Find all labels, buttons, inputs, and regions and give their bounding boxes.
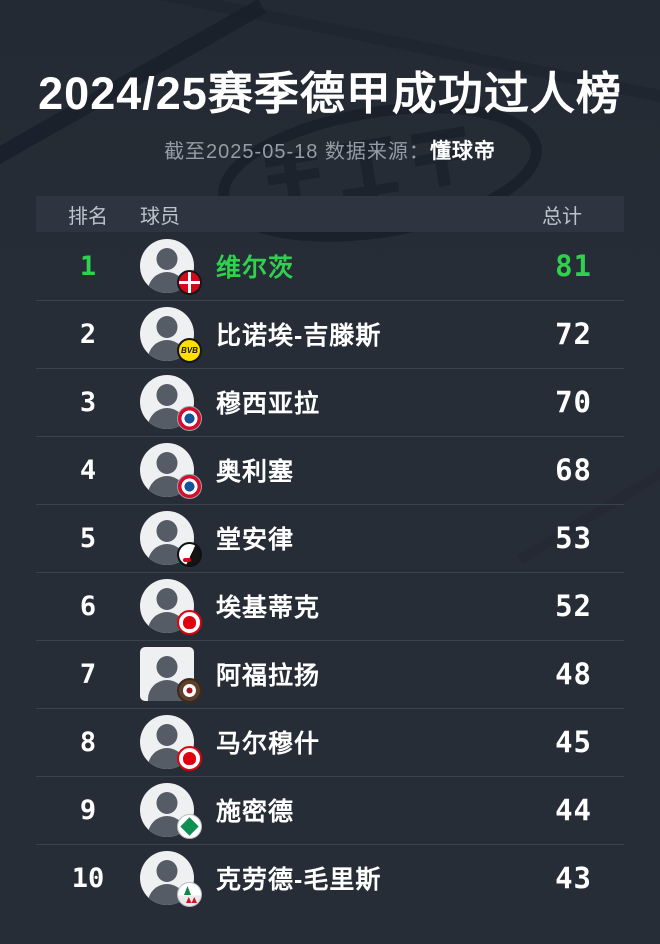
player-avatar — [140, 647, 202, 703]
total-cell: 68 — [555, 453, 592, 487]
player-name: 克劳德-毛里斯 — [216, 866, 382, 894]
rank-cell: 7 — [79, 658, 97, 690]
total-cell: 53 — [555, 521, 592, 555]
subtitle-source-name: 懂球帝 — [429, 140, 496, 163]
column-header-player: 球员 — [140, 205, 180, 228]
table-row: 1 维尔茨 81 — [36, 232, 624, 300]
player-avatar — [140, 783, 202, 839]
player-name: 施密德 — [216, 798, 295, 826]
rank-cell: 3 — [79, 386, 97, 418]
table-row: 6 埃基蒂克 52 — [36, 572, 624, 640]
table-header: 排名 球员 总计 — [36, 196, 624, 232]
total-cell: 70 — [555, 385, 592, 419]
rank-cell: 1 — [79, 250, 97, 282]
player-avatar — [140, 851, 202, 907]
rank-cell: 9 — [79, 794, 97, 826]
player-name: 堂安律 — [216, 526, 295, 554]
rank-cell: 8 — [79, 726, 97, 758]
rank-cell: 6 — [79, 590, 97, 622]
table-row: 7 阿福拉扬 48 — [36, 640, 624, 708]
rank-cell: 4 — [79, 454, 97, 486]
rank-cell: 2 — [79, 318, 97, 350]
bayern-munich-badge-icon — [177, 406, 202, 431]
player-name: 奥利塞 — [216, 458, 295, 486]
player-avatar — [140, 443, 202, 499]
table-row: 2 比诺埃-吉滕斯 72 — [36, 300, 624, 368]
subtitle-date-source: 截至2025-05-18 数据来源： — [164, 141, 430, 163]
bayern-munich-badge-icon — [177, 474, 202, 499]
table-row: 10 克劳德-毛里斯 43 — [36, 844, 624, 912]
total-cell: 44 — [555, 793, 592, 827]
player-avatar — [140, 239, 202, 295]
player-avatar — [140, 715, 202, 771]
table-row: 4 奥利塞 68 — [36, 436, 624, 504]
player-name: 埃基蒂克 — [216, 594, 321, 622]
table-row: 9 施密德 44 — [36, 776, 624, 844]
player-avatar — [140, 307, 202, 363]
eintracht-frankfurt-badge-icon — [177, 610, 202, 635]
rank-cell: 10 — [71, 862, 105, 894]
eintracht-frankfurt-badge-icon — [177, 746, 202, 771]
freiburg-badge-icon — [177, 542, 202, 567]
player-avatar — [140, 375, 202, 431]
player-name: 马尔穆什 — [216, 730, 321, 758]
column-header-rank: 排名 — [68, 205, 108, 228]
leaderboard-table: 排名 球员 总计 1 维尔茨 81 2 比诺埃-吉滕斯 72 3 穆西亚拉 70… — [36, 196, 624, 912]
total-cell: 45 — [555, 725, 592, 759]
werder-bremen-badge-icon — [177, 814, 202, 839]
table-rows: 1 维尔茨 81 2 比诺埃-吉滕斯 72 3 穆西亚拉 70 4 奥利塞 68… — [36, 232, 624, 912]
st-pauli-badge-icon — [177, 678, 202, 703]
total-cell: 48 — [555, 657, 592, 691]
table-row: 3 穆西亚拉 70 — [36, 368, 624, 436]
total-cell: 52 — [555, 589, 592, 623]
total-cell: 43 — [555, 861, 592, 895]
player-name: 比诺埃-吉滕斯 — [216, 322, 382, 350]
player-name: 穆西亚拉 — [216, 390, 321, 418]
table-row: 8 马尔穆什 45 — [36, 708, 624, 776]
bayer-leverkusen-badge-icon — [177, 270, 202, 295]
player-name: 阿福拉扬 — [216, 662, 321, 690]
total-cell: 72 — [555, 317, 592, 351]
table-row: 5 堂安律 53 — [36, 504, 624, 572]
fc-augsburg-badge-icon — [177, 882, 202, 907]
total-cell: 81 — [555, 249, 592, 283]
rank-cell: 5 — [79, 522, 97, 554]
page-subtitle: 截至2025-05-18 数据来源：懂球帝 — [0, 135, 660, 165]
page-title: 2024/25赛季德甲成功过人榜 — [38, 68, 622, 119]
player-avatar — [140, 511, 202, 567]
column-header-total: 总计 — [542, 205, 582, 228]
player-name: 维尔茨 — [216, 254, 295, 282]
borussia-dortmund-badge-icon — [177, 338, 202, 363]
player-avatar — [140, 579, 202, 635]
